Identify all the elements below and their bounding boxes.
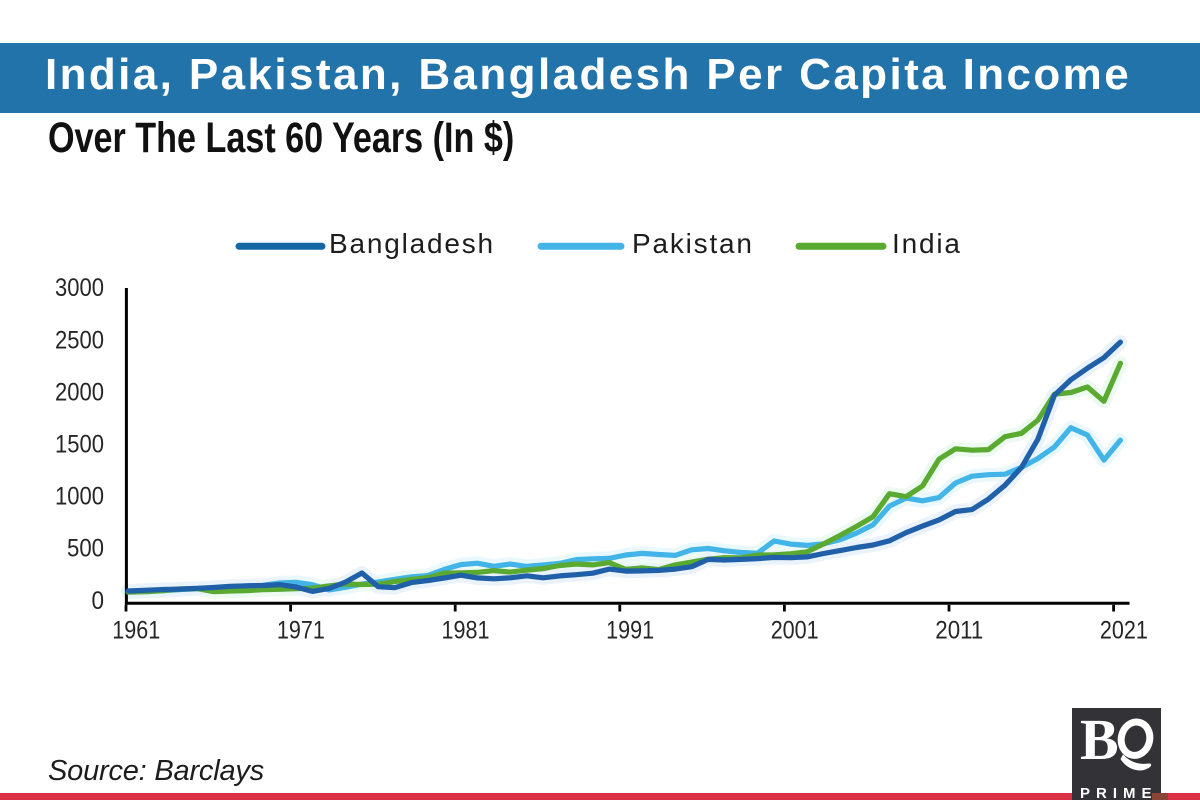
svg-text:B: B	[1080, 708, 1119, 772]
svg-text:2021: 2021	[1100, 617, 1148, 645]
svg-text:1971: 1971	[277, 617, 325, 645]
svg-text:1500: 1500	[55, 431, 104, 459]
svg-text:Pakistan: Pakistan	[632, 228, 754, 259]
svg-text:2500: 2500	[55, 326, 104, 354]
svg-text:2000: 2000	[55, 378, 104, 406]
svg-text:1991: 1991	[606, 617, 654, 645]
svg-text:PRIME: PRIME	[1080, 785, 1158, 800]
svg-text:1981: 1981	[442, 617, 490, 645]
svg-text:India: India	[892, 228, 962, 259]
svg-text:1961: 1961	[112, 617, 160, 645]
svg-text:Bangladesh: Bangladesh	[329, 228, 495, 259]
svg-text:2011: 2011	[935, 617, 983, 645]
svg-text:3000: 3000	[55, 274, 104, 302]
svg-text:500: 500	[67, 535, 104, 563]
svg-text:1000: 1000	[55, 483, 104, 511]
svg-text:0: 0	[92, 587, 105, 615]
svg-text:2001: 2001	[771, 617, 819, 645]
